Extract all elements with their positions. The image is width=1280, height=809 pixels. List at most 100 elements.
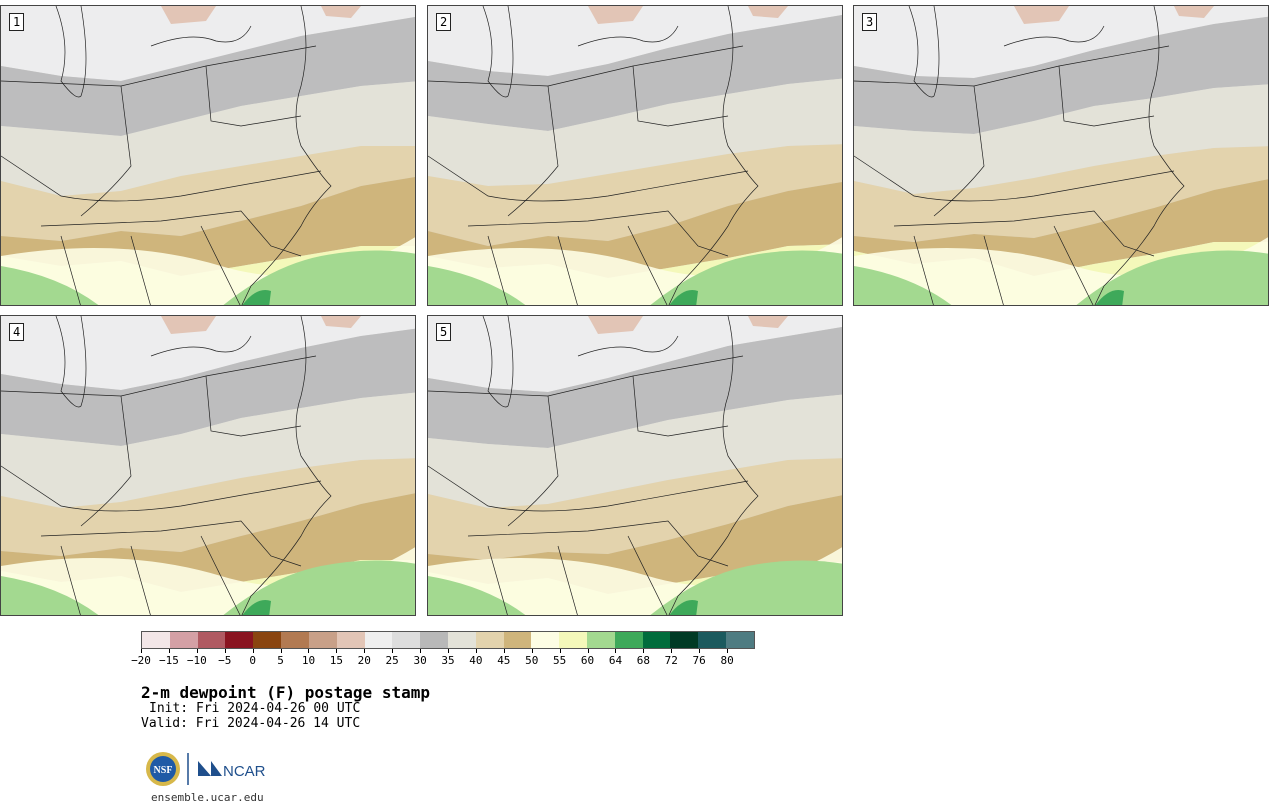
colorbar-swatch (281, 632, 309, 648)
colorbar-tick (392, 649, 394, 653)
valid-time: Valid: Fri 2024-04-26 14 UTC (141, 716, 361, 731)
dewpoint-band (1, 328, 415, 446)
dewpoint-band (1095, 290, 1124, 305)
colorbar-swatch (475, 632, 504, 648)
colorbar-tick (141, 649, 142, 653)
dewpoint-band (428, 394, 842, 508)
colorbar-tick-label: 30 (413, 654, 427, 667)
colorbar-swatch (698, 632, 727, 648)
dewpoint-band (1, 392, 415, 508)
member-panel-2: 2 (427, 5, 843, 306)
dewpoint-band (650, 560, 842, 615)
dewpoint-band (321, 316, 361, 328)
member-panel-5: 5 (427, 315, 843, 616)
boundary-line (40, 210, 302, 257)
colorbar-tick-label: 45 (497, 654, 511, 667)
boundary-line (893, 210, 1155, 257)
boundary-line (205, 65, 302, 127)
boundary-line (507, 395, 559, 527)
member-number-4: 4 (9, 323, 25, 341)
colorbar-tick (280, 649, 282, 653)
dewpoint-band (1, 146, 415, 241)
dewpoint-band (669, 290, 698, 305)
boundary-line (60, 225, 241, 305)
boundary-line (507, 85, 559, 217)
dewpoint-map-1 (1, 6, 415, 305)
colorbar-swatch (726, 632, 754, 648)
colorbar-tick (420, 649, 422, 653)
colorbar-tick-label: −15 (158, 654, 179, 667)
boundary-line (40, 520, 302, 567)
site-url: ensemble.ucar.edu (151, 791, 264, 804)
dewpoint-band (1014, 6, 1069, 24)
dewpoint-band (1, 81, 415, 196)
boundary-line (467, 210, 729, 257)
dewpoint-band (588, 316, 643, 334)
colorbar-tick-label: −5 (218, 654, 232, 667)
colorbar (141, 631, 755, 649)
boundary-line (55, 6, 87, 98)
boundary-line (150, 25, 252, 47)
colorbar-tick-label: 5 (277, 654, 284, 667)
colorbar-tick (587, 649, 589, 653)
colorbar-swatch (392, 632, 421, 648)
boundary-line (933, 85, 985, 217)
colorbar-tick (364, 649, 366, 653)
dewpoint-band (242, 290, 271, 305)
dewpoint-band (428, 316, 842, 392)
dewpoint-band (428, 266, 526, 305)
colorbar-swatch (364, 632, 393, 648)
boundary-line (487, 535, 668, 615)
colorbar-tick (615, 649, 617, 653)
colorbar-tick-label: 50 (525, 654, 539, 667)
boundary-line (428, 465, 749, 512)
colorbar-tick (503, 649, 505, 653)
colorbar-swatch (503, 632, 532, 648)
colorbar-tick (224, 649, 226, 653)
colorbar-tick (252, 649, 254, 653)
nsf-logo-text: NSF (154, 765, 173, 776)
colorbar-tick (531, 649, 533, 653)
colorbar-tick-label: 40 (469, 654, 483, 667)
colorbar-swatch (253, 632, 282, 648)
member-number-3: 3 (862, 13, 878, 31)
boundary-line (80, 395, 132, 527)
dewpoint-band (428, 458, 842, 560)
colorbar-tick-label: 35 (441, 654, 455, 667)
ncar-logo: NCAR (198, 761, 266, 780)
dewpoint-band (669, 600, 698, 615)
member-panel-1: 1 (0, 5, 416, 306)
colorbar-tick-label: 25 (385, 654, 399, 667)
dewpoint-band (1076, 250, 1268, 305)
colorbar-tick (308, 649, 310, 653)
boundary-line (150, 335, 252, 357)
colorbar-ticks: −20 −15 −10 −5 0 5 10 15 20 25 30 35 40 45 50 55 60 64 68 7… (131, 649, 755, 669)
colorbar-swatch (336, 632, 365, 648)
member-number-2: 2 (436, 13, 452, 31)
colorbar-tick-label: 72 (664, 654, 678, 667)
dewpoint-map-2 (428, 6, 842, 305)
dewpoint-band (748, 316, 788, 328)
boundary-line (913, 225, 1094, 305)
boundary-line (205, 375, 302, 437)
boundary-line (1, 465, 322, 512)
colorbar-tick-label: 80 (720, 654, 734, 667)
dewpoint-band (854, 16, 1268, 134)
member-panel-3: 3 (853, 5, 1269, 306)
boundary-line (428, 45, 744, 87)
dewpoint-band (854, 6, 1268, 78)
ncar-logo-text: NCAR (223, 763, 266, 780)
dewpoint-map-3 (854, 6, 1268, 305)
colorbar-tick (727, 649, 729, 653)
dewpoint-band (748, 6, 788, 18)
dewpoint-band (428, 15, 842, 131)
dewpoint-band (321, 6, 361, 18)
boundary-line (241, 316, 332, 615)
dewpoint-band (1, 316, 415, 390)
colorbar-tick (643, 649, 645, 653)
boundary-line (668, 6, 759, 305)
boundary-line (854, 45, 1170, 87)
boundary-line (908, 6, 940, 98)
boundary-line (632, 65, 729, 127)
boundary-line (1, 45, 317, 87)
